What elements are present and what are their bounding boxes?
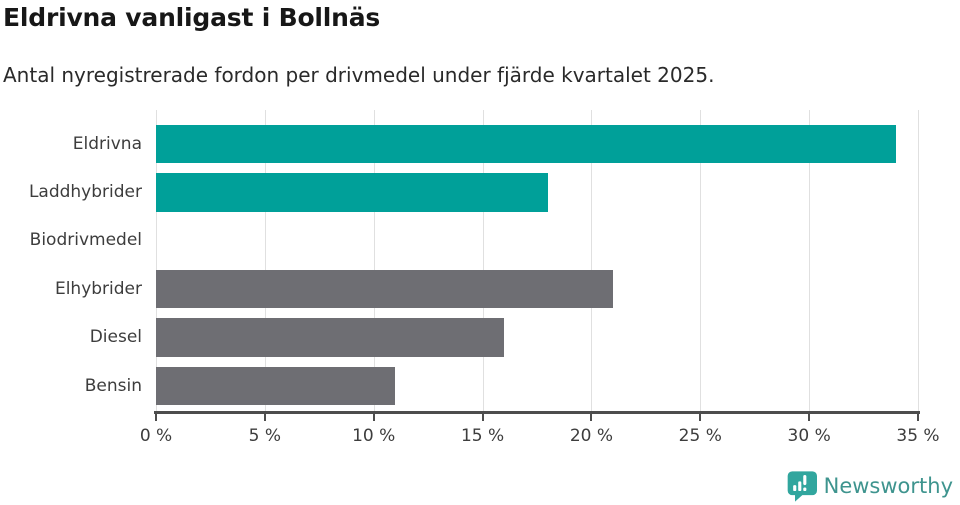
x-tick-label: 0 %: [139, 426, 173, 446]
newsworthy-logo-icon: [784, 470, 817, 502]
category-label: Eldrivna: [72, 133, 142, 154]
bar: [156, 318, 505, 357]
x-axis-tick: [917, 414, 919, 421]
gridline: [918, 110, 919, 411]
gridline: [700, 110, 702, 411]
x-tick-label: 35 %: [896, 426, 940, 446]
x-axis-tick: [590, 414, 593, 421]
speech-bubble-shape: [787, 471, 817, 502]
chart-subtitle: Antal nyregistrerade fordon per drivmede…: [3, 63, 715, 87]
bar: [156, 269, 614, 309]
x-tick-label: 5 %: [248, 426, 282, 446]
gridline: [156, 110, 157, 411]
x-axis-line: [154, 411, 920, 414]
x-axis-tick: [155, 414, 157, 421]
gridline: [482, 110, 484, 411]
plot-area: 0 % 5 % 10 % 15 % 20 % 25 % 30 % 35 %: [140, 0, 940, 505]
x-axis-tick: [481, 414, 484, 421]
bar: [156, 124, 897, 164]
category-label: Diesel: [89, 327, 142, 348]
gridline: [373, 110, 375, 411]
x-axis-tick: [699, 414, 702, 421]
chart-title: Eldrivna vanligast i Bollnäs: [3, 3, 381, 32]
x-tick-label: 20 %: [569, 426, 614, 446]
category-labels: Eldrivna Laddhybrider Biodrivmedel Elhybrid…: [0, 0, 142, 505]
x-axis-tick: [263, 414, 266, 421]
category-label: Bensin: [84, 375, 142, 396]
x-tick-label: 10 %: [352, 426, 396, 446]
newsworthy-logo-text: Newsworthy: [823, 474, 953, 498]
gridline: [264, 110, 266, 411]
x-tick-label: 15 %: [460, 426, 505, 446]
x-axis-tick: [372, 414, 375, 421]
category-label: Elhybrider: [54, 278, 142, 299]
x-tick-label: 30 %: [787, 426, 831, 446]
gridline: [809, 110, 811, 411]
category-label: Laddhybrider: [28, 181, 142, 202]
bar: [156, 172, 548, 212]
newsworthy-logo[interactable]: Newsworthy: [784, 470, 953, 502]
gridline: [591, 110, 593, 411]
category-label: Biodrivmedel: [29, 230, 142, 251]
x-axis-tick: [808, 414, 811, 421]
bar: [156, 366, 396, 406]
x-tick-label: 25 %: [678, 426, 722, 446]
